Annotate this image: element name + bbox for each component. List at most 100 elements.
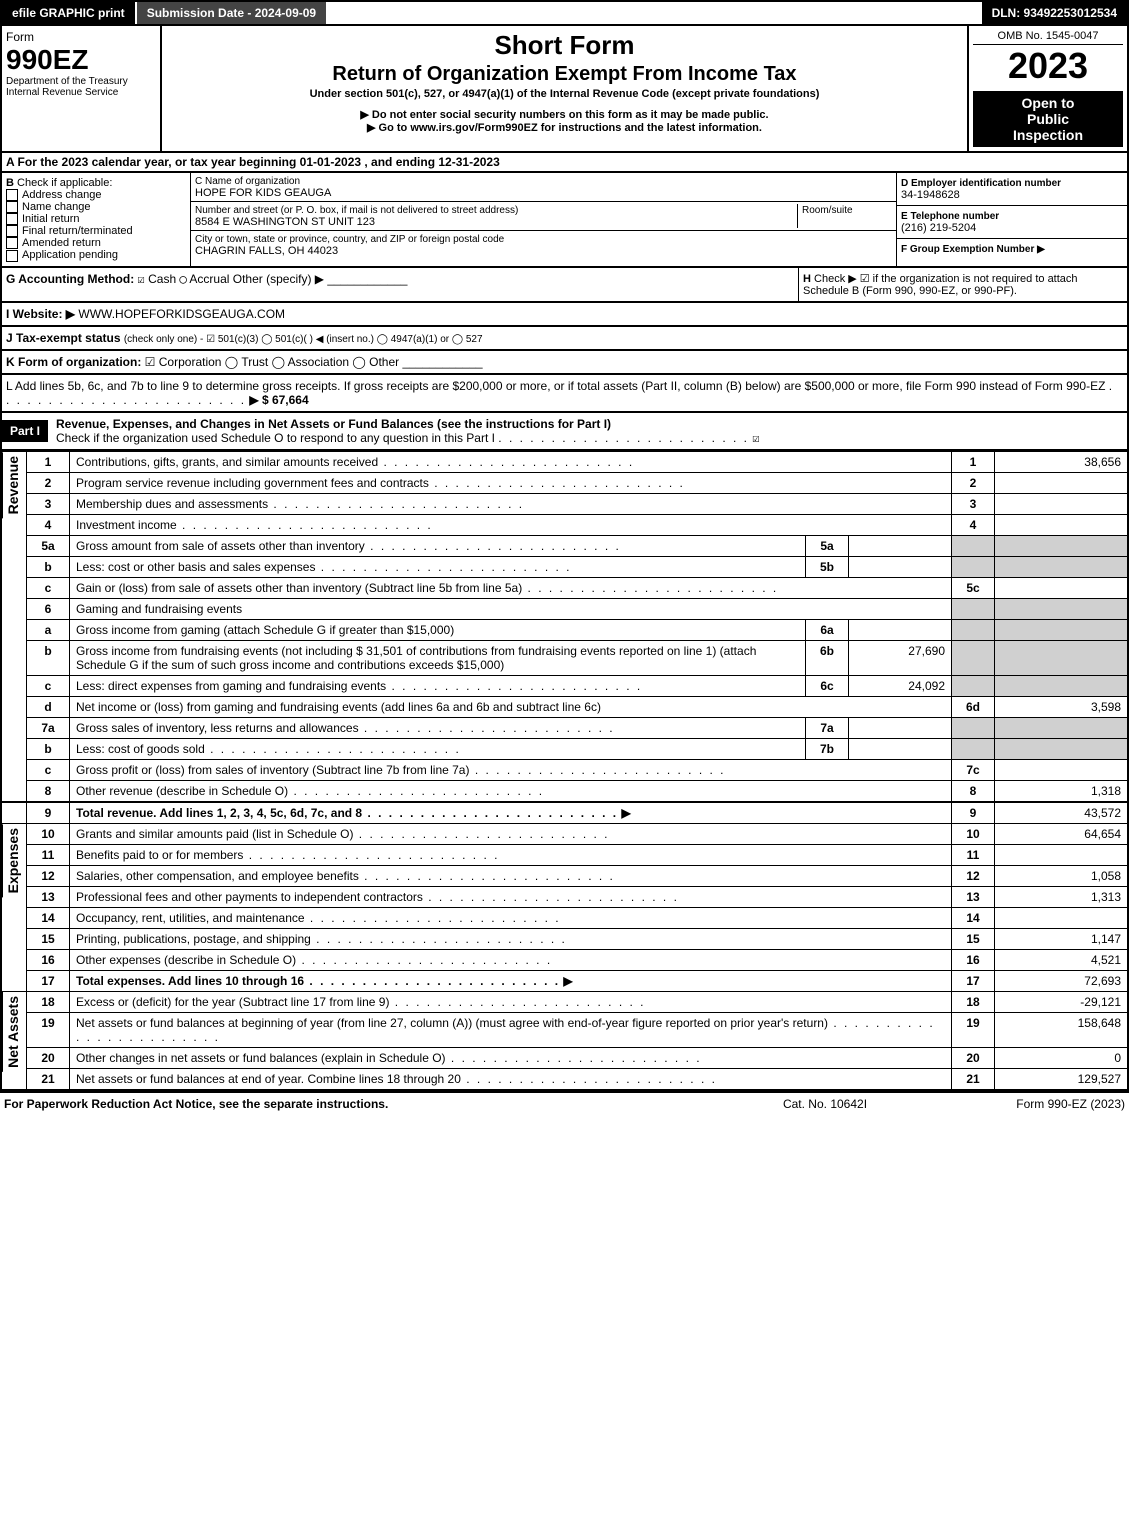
other-specify-label: Other (specify) ▶ (233, 272, 324, 286)
line-12: 12Salaries, other compensation, and empl… (1, 865, 1128, 886)
line-1: Revenue 1 Contributions, gifts, grants, … (1, 451, 1128, 472)
opt-address-change[interactable]: Address change (6, 189, 186, 201)
city-state-zip: CHAGRIN FALLS, OH 44023 (195, 245, 338, 257)
accrual-label: Accrual (189, 272, 229, 286)
short-form-title: Short Form (166, 30, 963, 61)
line-6a: aGross income from gaming (attach Schedu… (1, 619, 1128, 640)
expenses-vert-label: Expenses (2, 824, 23, 897)
form-ref: Form 990-EZ (2023) (925, 1097, 1125, 1111)
org-name-label: C Name of organization (195, 176, 300, 187)
main-info-block: B Check if applicable: Address change Na… (0, 173, 1129, 268)
header-left: Form 990EZ Department of the Treasury In… (2, 26, 162, 151)
line-2: 2Program service revenue including gover… (1, 472, 1128, 493)
omb-number: OMB No. 1545-0047 (973, 30, 1123, 45)
opt-application-pending[interactable]: Application pending (6, 249, 186, 261)
page-footer: For Paperwork Reduction Act Notice, see … (0, 1091, 1129, 1115)
dln-label: DLN: 93492253012534 (982, 2, 1127, 24)
part1-schedule-o-checkbox[interactable]: ☑ (752, 431, 759, 445)
row-i-website: I Website: ▶ WWW.HOPEFORKIDSGEAUGA.COM (0, 303, 1129, 327)
line-19: 19Net assets or fund balances at beginni… (1, 1012, 1128, 1047)
group-exemption-label: F Group Exemption Number ▶ (901, 244, 1045, 255)
line-15: 15Printing, publications, postage, and s… (1, 928, 1128, 949)
form-org-options: ☑ Corporation ◯ Trust ◯ Association ◯ Ot… (145, 355, 399, 369)
line-20: 20Other changes in net assets or fund ba… (1, 1047, 1128, 1068)
opt-final-return[interactable]: Final return/terminated (6, 225, 186, 237)
part1-label: Part I (2, 420, 48, 442)
org-name: HOPE FOR KIDS GEAUGA (195, 187, 331, 199)
header-right: OMB No. 1545-0047 2023 Open to Public In… (969, 26, 1127, 151)
line-4: 4Investment income 4 (1, 514, 1128, 535)
row-l-gross-receipts: L Add lines 5b, 6c, and 7b to line 9 to … (0, 375, 1129, 413)
website-label: I Website: ▶ (6, 307, 75, 321)
line-5a: 5aGross amount from sale of assets other… (1, 535, 1128, 556)
tax-year: 2023 (973, 45, 1123, 87)
part1-lines-table: Revenue 1 Contributions, gifts, grants, … (0, 451, 1129, 1091)
l-value: ▶ $ 67,664 (249, 393, 308, 407)
part1-title: Revenue, Expenses, and Changes in Net As… (56, 417, 611, 431)
line-9: 9Total revenue. Add lines 1, 2, 3, 4, 5c… (1, 802, 1128, 824)
open-line2: Public (977, 111, 1119, 127)
line-21: 21Net assets or fund balances at end of … (1, 1068, 1128, 1090)
street-label: Number and street (or P. O. box, if mail… (195, 205, 518, 216)
line-14: 14Occupancy, rent, utilities, and mainte… (1, 907, 1128, 928)
line-7a: 7aGross sales of inventory, less returns… (1, 717, 1128, 738)
column-de: D Employer identification number 34-1948… (897, 173, 1127, 266)
row-j-tax-exempt: J Tax-exempt status (check only one) - ☑… (0, 327, 1129, 351)
line-5c: cGain or (loss) from sale of assets othe… (1, 577, 1128, 598)
section-a-tax-year: A For the 2023 calendar year, or tax yea… (0, 153, 1129, 173)
ein-label: D Employer identification number (901, 178, 1061, 189)
part1-header-row: Part I Revenue, Expenses, and Changes in… (0, 413, 1129, 451)
netassets-vert-label: Net Assets (2, 992, 23, 1072)
h-text: Check ▶ ☑ if the organization is not req… (803, 273, 1078, 297)
column-b: B Check if applicable: Address change Na… (2, 173, 191, 266)
opt-name-change[interactable]: Name change (6, 201, 186, 213)
revenue-vert-label: Revenue (2, 452, 23, 518)
website-link[interactable]: WWW.HOPEFORKIDSGEAUGA.COM (78, 307, 285, 321)
row-gh: G Accounting Method: ☑ Cash ◯ Accrual Ot… (0, 268, 1129, 303)
tax-exempt-label: J Tax-exempt status (6, 331, 121, 345)
return-title: Return of Organization Exempt From Incom… (166, 63, 963, 86)
line-3: 3Membership dues and assessments 3 (1, 493, 1128, 514)
form-org-label: K Form of organization: (6, 355, 141, 369)
phone-value: (216) 219-5204 (901, 222, 976, 234)
cash-checkbox[interactable]: ☑ (138, 272, 145, 286)
phone-label: E Telephone number (901, 211, 999, 222)
form-number: 990EZ (6, 44, 156, 76)
line-17: 17Total expenses. Add lines 10 through 1… (1, 970, 1128, 991)
line-6d: dNet income or (loss) from gaming and fu… (1, 696, 1128, 717)
part1-check-text: Check if the organization used Schedule … (56, 431, 495, 445)
line-16: 16Other expenses (describe in Schedule O… (1, 949, 1128, 970)
note-ssn: ▶ Do not enter social security numbers o… (166, 108, 963, 121)
room-label: Room/suite (802, 205, 853, 216)
cash-label: Cash (148, 272, 176, 286)
header-center: Short Form Return of Organization Exempt… (162, 26, 969, 151)
irs-label: Internal Revenue Service (6, 87, 156, 98)
note-link[interactable]: ▶ Go to www.irs.gov/Form990EZ for instru… (166, 121, 963, 134)
opt-initial-return[interactable]: Initial return (6, 213, 186, 225)
city-label: City or town, state or province, country… (195, 234, 504, 245)
open-public-box: Open to Public Inspection (973, 91, 1123, 147)
opt-amended-return[interactable]: Amended return (6, 237, 186, 249)
cat-no: Cat. No. 10642I (725, 1097, 925, 1111)
accrual-checkbox[interactable]: ◯ (179, 272, 186, 286)
column-c: C Name of organization HOPE FOR KIDS GEA… (191, 173, 897, 266)
b-label: B (6, 177, 14, 189)
line-6b: bGross income from fundraising events (n… (1, 640, 1128, 675)
line-8: 8Other revenue (describe in Schedule O) … (1, 780, 1128, 802)
row-k-form-org: K Form of organization: ☑ Corporation ◯ … (0, 351, 1129, 375)
efile-print-button[interactable]: efile GRAPHIC print (2, 2, 137, 24)
line-6: 6Gaming and fundraising events (1, 598, 1128, 619)
submission-date: Submission Date - 2024-09-09 (137, 2, 326, 24)
open-line3: Inspection (977, 127, 1119, 143)
check-applicable-label: Check if applicable: (17, 177, 112, 189)
ein-value: 34-1948628 (901, 189, 960, 201)
accounting-method-label: G Accounting Method: (6, 272, 134, 286)
line-5b: bLess: cost or other basis and sales exp… (1, 556, 1128, 577)
l-text: L Add lines 5b, 6c, and 7b to line 9 to … (6, 379, 1105, 393)
paperwork-notice: For Paperwork Reduction Act Notice, see … (4, 1097, 725, 1111)
h-label: H (803, 273, 811, 285)
line-6c: cLess: direct expenses from gaming and f… (1, 675, 1128, 696)
line-7c: cGross profit or (loss) from sales of in… (1, 759, 1128, 780)
line-13: 13Professional fees and other payments t… (1, 886, 1128, 907)
line-18: Net Assets 18Excess or (deficit) for the… (1, 991, 1128, 1012)
